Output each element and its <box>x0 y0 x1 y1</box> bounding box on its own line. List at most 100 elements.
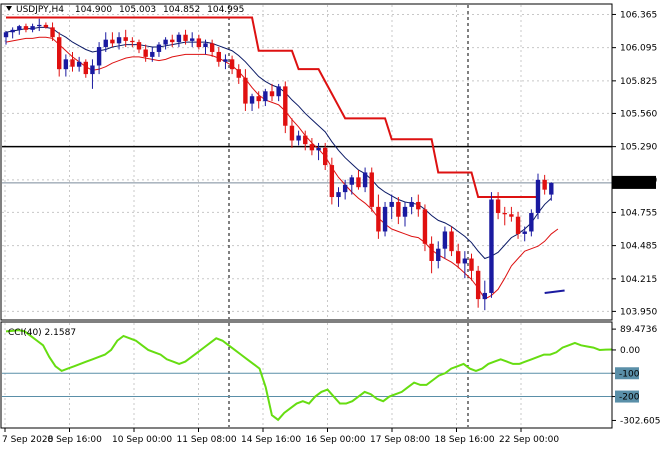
candle-body <box>236 69 241 78</box>
candle-body <box>342 184 348 193</box>
candle-body <box>216 51 221 62</box>
price-plot[interactable] <box>2 16 612 311</box>
ohlc-low: 104.852 <box>163 5 200 15</box>
time-tick-label: 10 Sep 00:00 <box>112 435 172 445</box>
candle-body <box>110 39 115 44</box>
candle-body <box>402 206 408 217</box>
candle-body <box>3 32 9 38</box>
time-tick-label: 8 Sep 16:00 <box>48 435 103 445</box>
candle-body <box>143 49 148 57</box>
candle-body <box>369 172 374 207</box>
candle-body <box>482 292 487 300</box>
candle-body <box>83 61 88 75</box>
cci-line <box>5 329 613 422</box>
price-tick-label: 106.095 <box>620 44 657 54</box>
grid-lines <box>2 5 612 427</box>
candle-body <box>183 34 188 41</box>
candle-body <box>316 147 321 151</box>
candle-body <box>136 42 142 50</box>
candle-body <box>336 192 341 198</box>
candle-body <box>309 144 315 151</box>
time-tick-label: 17 Sep 08:00 <box>370 435 430 445</box>
candle-body <box>10 29 15 33</box>
candle-body <box>529 213 534 232</box>
candle-body <box>196 38 202 48</box>
ohlc-open: 104.900 <box>75 5 112 15</box>
upper-band-line <box>6 16 538 199</box>
candle-body <box>502 213 507 215</box>
candle-body <box>243 77 248 104</box>
candle-body <box>70 59 75 67</box>
candle-body <box>223 59 228 62</box>
price-tick-label: 105.560 <box>620 109 657 119</box>
price-tick-label: 105.825 <box>620 77 657 87</box>
price-tick-label: 105.290 <box>620 143 657 153</box>
candle-body <box>442 231 448 249</box>
candle-body <box>542 179 547 190</box>
candle-body <box>376 206 381 232</box>
cci-level-tag <box>615 367 639 380</box>
time-tick-label: 16 Sep 00:00 <box>306 435 366 445</box>
candle-body <box>289 125 295 141</box>
price-tick-label: 103.950 <box>620 307 657 317</box>
candle-body <box>276 86 281 97</box>
candle-body <box>23 26 29 30</box>
candle-body <box>156 44 162 52</box>
candle-body <box>422 209 428 244</box>
candle-body <box>63 59 69 70</box>
candle-body <box>150 51 155 57</box>
cci-level-tag <box>615 390 639 403</box>
candle-body <box>522 231 527 234</box>
candle-body <box>57 37 62 70</box>
candle-body <box>323 147 328 166</box>
candle-body <box>256 96 261 102</box>
time-tick-label: 11 Sep 08:00 <box>177 435 237 445</box>
candle-body <box>50 27 55 38</box>
candle-body <box>130 40 135 43</box>
candle-body <box>103 39 108 48</box>
candle-body <box>209 43 215 52</box>
candle-body <box>389 201 394 207</box>
current-price-tag <box>612 175 656 189</box>
candle-body <box>37 24 42 27</box>
cci-tick-label: -100 <box>619 369 640 379</box>
candle-body <box>283 86 288 126</box>
time-tick-label: 14 Sep 16:00 <box>241 435 301 445</box>
collapse-triangle-icon[interactable] <box>6 6 12 11</box>
candle-body <box>116 37 122 44</box>
price-frame <box>0 3 613 321</box>
candle-body <box>76 61 82 67</box>
candle-body <box>296 135 301 141</box>
candle-body <box>396 201 401 217</box>
candle-body <box>176 34 182 43</box>
candle-body <box>249 96 255 104</box>
candle-body <box>475 270 481 300</box>
time-tick-label: 22 Sep 00:00 <box>499 435 559 445</box>
candle-body <box>123 37 128 41</box>
candle-body <box>462 258 468 264</box>
cci-tick-label: -200 <box>619 393 640 403</box>
candle-body <box>356 177 361 188</box>
candle-body <box>509 214 514 217</box>
candle-body <box>382 206 388 232</box>
ohlc-close: 104.995 <box>207 5 244 15</box>
candle-body <box>535 179 541 214</box>
lower-band-line <box>5 36 559 300</box>
candle-body <box>469 258 474 271</box>
stop-segment <box>544 289 565 294</box>
price-tick-label: 104.755 <box>620 208 657 218</box>
time-tick-label: 18 Sep 16:00 <box>435 435 495 445</box>
price-tick-label: 106.365 <box>620 10 657 20</box>
candle-body <box>362 172 368 188</box>
price-tick-label: 104.485 <box>620 242 657 252</box>
candle-body <box>229 59 235 70</box>
candle-body <box>96 47 102 66</box>
candle-body <box>170 39 175 43</box>
cci-tick-label: 0.00 <box>620 346 640 356</box>
candle-body <box>549 182 554 195</box>
candle-body <box>17 26 22 30</box>
cci-title: CCI(40) 2.1587 <box>8 328 76 338</box>
cci-plot[interactable] <box>5 329 613 422</box>
cci-frame <box>0 321 613 429</box>
